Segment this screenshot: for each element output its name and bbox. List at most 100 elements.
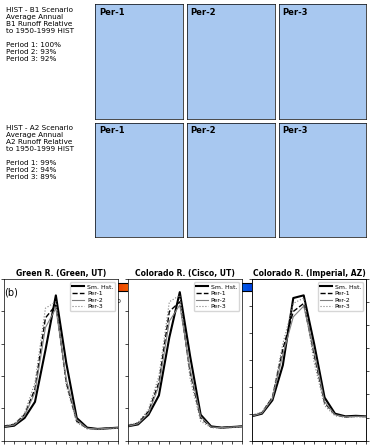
Sm. Hst. <box>43 348 48 353</box>
Per-2 <box>343 414 348 420</box>
Text: Per-1: Per-1 <box>99 126 125 135</box>
Per-1 <box>188 370 192 376</box>
Line: Per-2: Per-2 <box>128 305 242 428</box>
Per-3 <box>1 423 6 429</box>
Per-2 <box>219 425 224 430</box>
Line: Sm. Hst.: Sm. Hst. <box>4 295 118 429</box>
Per-2 <box>85 425 90 431</box>
Per-1 <box>116 425 121 430</box>
Per-3 <box>198 418 203 424</box>
Sm. Hst. <box>219 425 224 430</box>
Per-3 <box>54 299 58 304</box>
Per-1 <box>136 421 140 426</box>
Per-3 <box>188 376 192 382</box>
Per-2 <box>74 417 79 423</box>
Per-1 <box>343 414 348 420</box>
Per-2 <box>322 399 327 405</box>
Sm. Hst. <box>106 425 110 431</box>
Per-1 <box>291 309 296 314</box>
Per-3 <box>157 373 161 379</box>
Per-2 <box>95 426 100 432</box>
Per-1 <box>167 309 172 314</box>
Per-1 <box>364 414 369 419</box>
Title: Colorado R. (Cisco, UT): Colorado R. (Cisco, UT) <box>135 269 235 279</box>
Per-2 <box>64 376 68 382</box>
Per-1 <box>33 386 37 392</box>
Per-3 <box>354 414 358 420</box>
Sm. Hst. <box>188 354 192 359</box>
Sm. Hst. <box>12 423 16 429</box>
Sm. Hst. <box>364 414 369 419</box>
Per-3 <box>146 407 151 412</box>
Line: Sm. Hst.: Sm. Hst. <box>252 295 366 417</box>
Per-1 <box>270 395 275 400</box>
Per-2 <box>33 389 37 395</box>
Per-2 <box>54 306 58 311</box>
Per-1 <box>85 425 90 431</box>
Per-3 <box>343 415 348 420</box>
Text: Per-1: Per-1 <box>99 8 125 17</box>
Per-2 <box>270 396 275 401</box>
Sm. Hst. <box>209 424 213 429</box>
Sm. Hst. <box>312 341 316 346</box>
Sm. Hst. <box>354 413 358 418</box>
Text: HIST - B1 Scenario
Average Annual
B1 Runoff Relative
to 1950-1999 HIST

Period 1: HIST - B1 Scenario Average Annual B1 Run… <box>6 7 74 62</box>
Per-1 <box>260 410 264 415</box>
Per-1 <box>312 352 316 357</box>
Per-1 <box>178 299 182 304</box>
Per-2 <box>260 410 264 416</box>
Per-1 <box>198 415 203 421</box>
Sm. Hst. <box>116 425 121 430</box>
Per-2 <box>312 349 316 355</box>
Sm. Hst. <box>74 415 79 421</box>
Text: Per-3: Per-3 <box>282 126 308 135</box>
Sm. Hst. <box>270 397 275 403</box>
Per-1 <box>125 423 130 429</box>
Sm. Hst. <box>33 399 37 405</box>
Per-2 <box>12 422 16 428</box>
Per-1 <box>43 315 48 320</box>
Sm. Hst. <box>1 425 6 430</box>
Per-2 <box>125 424 130 429</box>
Line: Per-3: Per-3 <box>4 302 118 429</box>
Sm. Hst. <box>64 360 68 366</box>
X-axis label: RO change (mm): RO change (mm) <box>152 306 218 315</box>
Per-3 <box>64 383 68 388</box>
Line: Per-1: Per-1 <box>4 305 118 429</box>
Per-2 <box>280 352 285 357</box>
Sm. Hst. <box>291 295 296 301</box>
Text: Per-3: Per-3 <box>282 8 308 17</box>
Per-2 <box>230 425 234 430</box>
Title: Colorado R. (Imperial, AZ): Colorado R. (Imperial, AZ) <box>253 269 365 279</box>
Per-2 <box>106 425 110 431</box>
Per-3 <box>167 299 172 304</box>
Sm. Hst. <box>146 412 151 417</box>
Per-3 <box>249 413 254 418</box>
Per-3 <box>291 301 296 306</box>
Sm. Hst. <box>280 363 285 368</box>
Line: Per-1: Per-1 <box>252 303 366 417</box>
Text: Per-2: Per-2 <box>191 126 216 135</box>
Sm. Hst. <box>240 424 245 429</box>
Per-1 <box>74 418 79 424</box>
Per-1 <box>302 301 306 306</box>
Per-1 <box>22 412 27 417</box>
Text: Per-2: Per-2 <box>191 8 216 17</box>
Per-3 <box>302 295 306 301</box>
Line: Sm. Hst.: Sm. Hst. <box>128 292 242 428</box>
Sm. Hst. <box>198 412 203 417</box>
Sm. Hst. <box>230 425 234 430</box>
Per-1 <box>157 380 161 385</box>
Sm. Hst. <box>22 415 27 421</box>
Per-1 <box>219 425 224 430</box>
Sm. Hst. <box>125 424 130 429</box>
Per-1 <box>1 424 6 429</box>
Per-3 <box>312 360 316 365</box>
Per-1 <box>12 422 16 427</box>
Per-3 <box>280 341 285 346</box>
Per-3 <box>270 394 275 399</box>
Per-2 <box>157 383 161 388</box>
Per-2 <box>178 302 182 307</box>
Per-2 <box>291 314 296 320</box>
Per-3 <box>74 420 79 425</box>
